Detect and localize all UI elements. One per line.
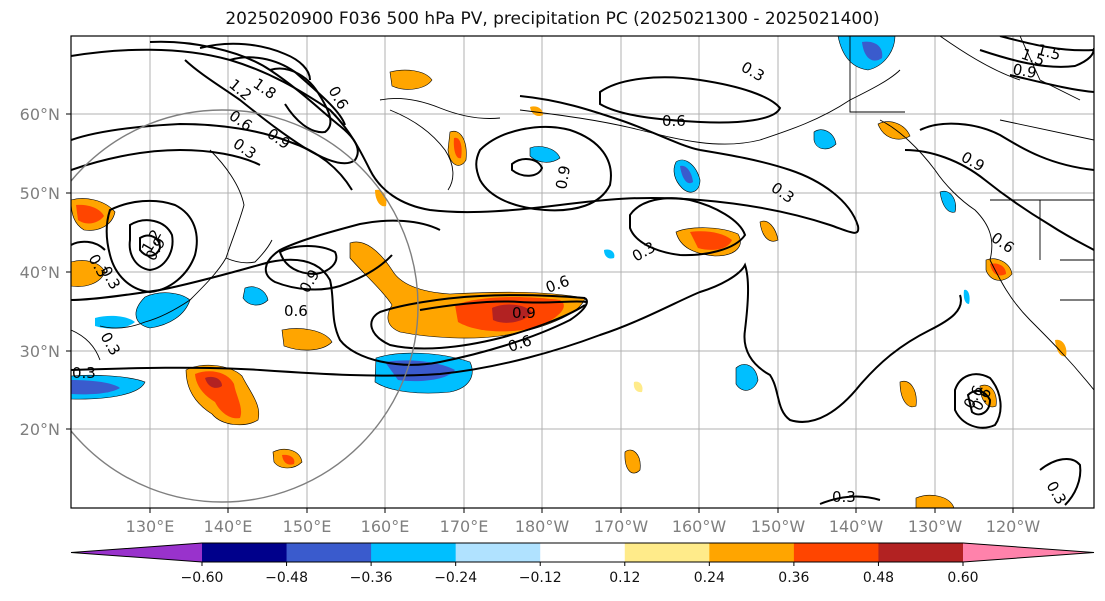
colorbar-tick-label: −0.60 [181,570,224,586]
lat-label: 30°N [20,342,60,361]
colorbar: −0.60 −0.48 −0.36 −0.24 −0.12 0.12 0.24 0.36 0.4… [70,542,1095,586]
contour-label: 0.3 [768,179,798,207]
colorbar-tick-label: −0.12 [519,570,562,586]
colorbar-segment [455,543,541,562]
colorbar-segment [624,543,710,562]
colorbar-segment [71,543,202,562]
longitude-labels: 130°E 140°E 150°E 160°E 170°E 180°W 170°… [126,517,1041,536]
contour-label: 0.3 [629,238,659,266]
colorbar-segment [963,543,1094,562]
contour-label: 0.6 [662,112,686,130]
coastlines [71,36,1094,391]
lon-label: 180°W [515,517,570,536]
lon-label: 150°E [283,517,332,536]
colorbar-segment [286,543,372,562]
lat-label: 50°N [20,184,60,203]
colorbar-tick-label: 0.24 [694,570,725,586]
contour-label: 0.3 [230,135,260,163]
contour-label: 1.2 [225,75,255,104]
contour-label: 0.3 [97,329,125,359]
lon-label: 170°E [440,517,489,536]
contour-label: 0.9 [264,125,294,153]
lon-label: 170°W [594,517,649,536]
map-title: 2025020900 F036 500 hPa PV, precipitatio… [225,9,880,29]
colorbar-segment [371,543,457,562]
colorbar-tick-label: 0.48 [863,570,894,586]
contour-label: 0.9 [1011,60,1038,82]
gridlines [71,36,1094,508]
lon-label: 140°W [829,517,884,536]
colorbar-segment [540,543,626,562]
colorbar-tick-label: −0.36 [350,570,393,586]
contour-label: 1.5 [1035,40,1063,64]
axis-ticks [66,113,1014,513]
lat-label: 40°N [20,263,60,282]
lat-label: 60°N [20,105,60,124]
colorbar-tick-label: −0.48 [265,570,308,586]
lon-label: 160°W [672,517,727,536]
colorbar-tick-label: 0.12 [609,570,640,586]
lon-label: 140°E [204,517,253,536]
projection-circle [71,109,419,503]
contour-label: 0.6 [543,272,572,297]
colorbar-tick-label: 0.60 [947,570,978,586]
contour-label: 0.9 [552,164,574,191]
lon-label: 150°W [751,517,806,536]
colorbar-segment [793,543,879,562]
contour-label: 0.3 [832,488,856,506]
contour-label: 0.9 [958,148,988,176]
lon-label: 120°W [986,517,1041,536]
colorbar-segment [202,543,288,562]
lon-label: 130°E [126,517,175,536]
contour-label: 0.6 [284,302,308,320]
colorbar-segment [709,543,795,562]
contour-label: 0.3 [72,364,96,382]
pv-contours [71,36,1094,506]
colorbar-tick-label: −0.24 [434,570,477,586]
contour-label: 0.3 [738,58,768,86]
lon-label: 130°W [908,517,963,536]
latitude-labels: 60°N 50°N 40°N 30°N 20°N [20,105,60,439]
lon-label: 160°E [361,517,410,536]
colorbar-tick-label: 0.36 [778,570,809,586]
colorbar-segment [878,543,964,562]
precip-shading [71,36,1067,508]
contour-label: 0.9 [512,304,536,322]
lat-label: 20°N [20,420,60,439]
